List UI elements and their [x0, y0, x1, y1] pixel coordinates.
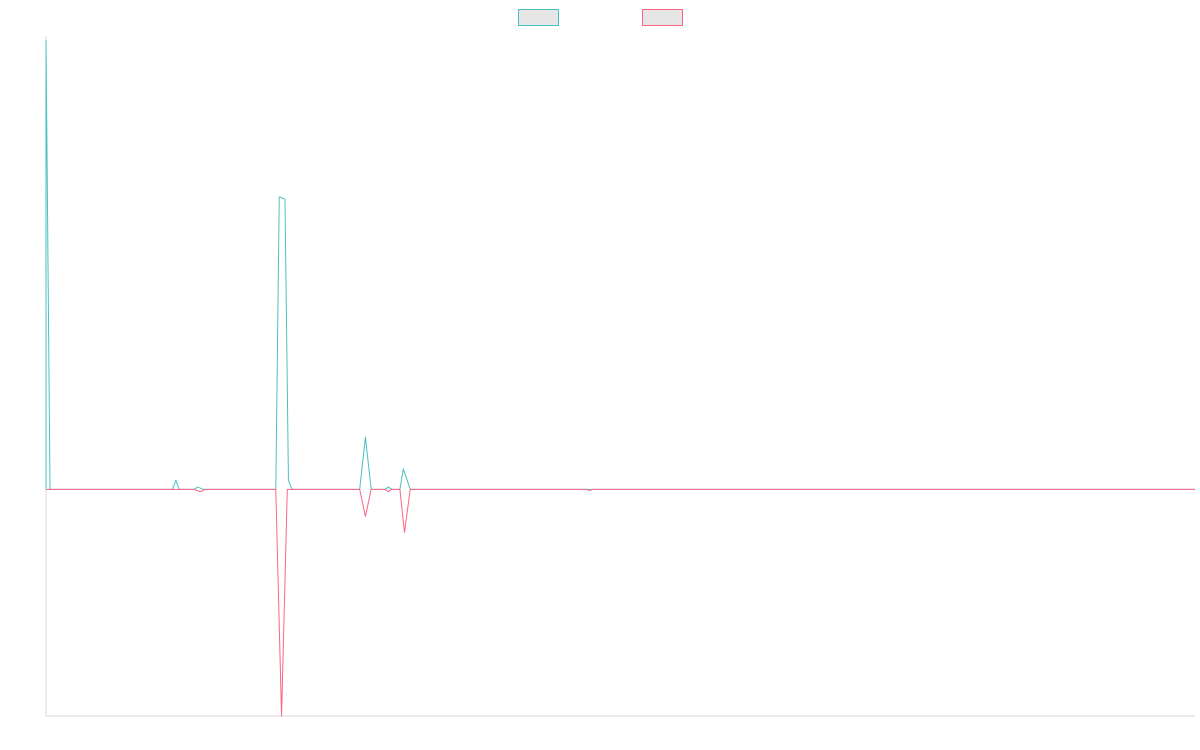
- series-line-1: [45, 40, 1195, 490]
- legend-item-1[interactable]: [518, 9, 559, 26]
- series-layer: [45, 40, 1195, 717]
- legend-swatch-1[interactable]: [518, 9, 559, 26]
- legend-swatch-2[interactable]: [642, 9, 683, 26]
- legend: [518, 9, 683, 26]
- series-line-2: [46, 488, 1195, 717]
- legend-item-2[interactable]: [642, 9, 683, 26]
- axes: [45, 36, 1195, 717]
